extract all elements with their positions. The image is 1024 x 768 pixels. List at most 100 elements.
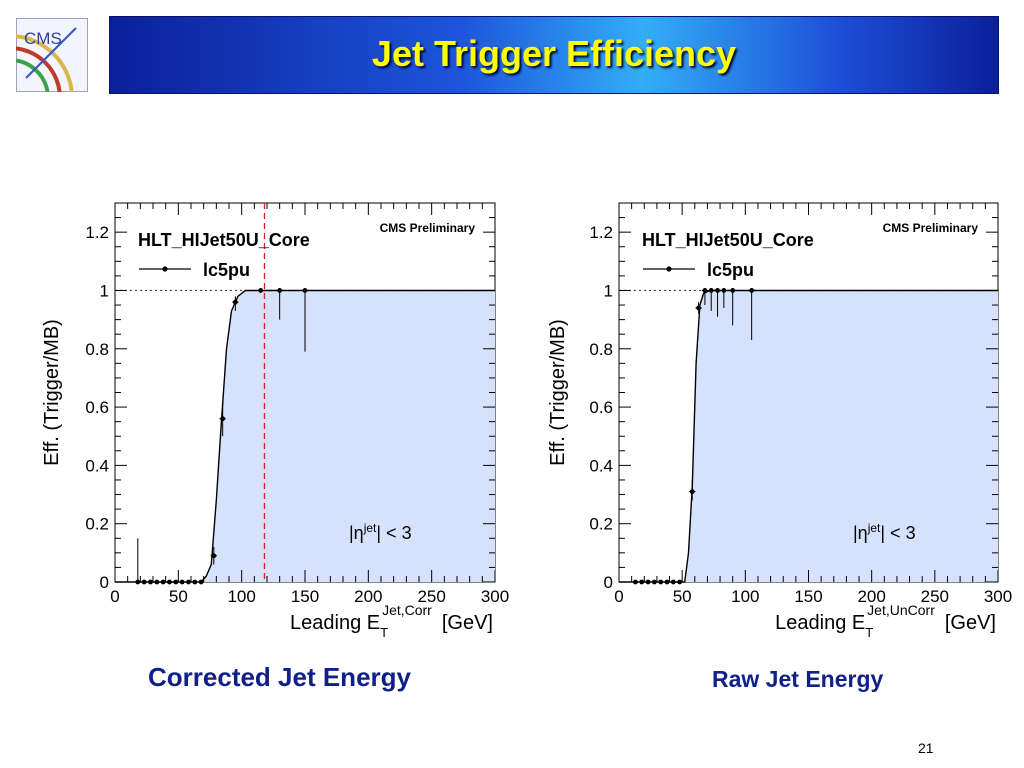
data-point: [689, 479, 696, 501]
x-axis-label-sup: Jet,UnCorr: [867, 602, 935, 618]
y-axis-label: Eff. (Trigger/MB): [547, 319, 569, 466]
data-point: [191, 579, 198, 585]
data-marker: [192, 579, 198, 585]
data-marker: [232, 299, 238, 305]
data-marker: [186, 579, 191, 585]
y-tick-label: 0.6: [589, 398, 613, 417]
x-tick-label: 200: [354, 587, 382, 606]
legend-entry: lc5pu: [707, 260, 754, 280]
data-marker: [664, 579, 670, 585]
x-tick-label: 250: [417, 587, 445, 606]
data-point: [292, 288, 318, 352]
data-marker: [702, 288, 708, 293]
data-marker: [160, 579, 166, 585]
x-axis-label-unit: [GeV]: [945, 612, 996, 634]
data-point: [273, 288, 286, 320]
y-tick-label: 0.8: [85, 340, 109, 359]
y-tick-label: 1: [100, 281, 109, 300]
data-marker: [141, 579, 147, 585]
efficiency-fill-area: [619, 290, 998, 582]
data-marker: [258, 288, 264, 293]
x-tick-label: 300: [481, 587, 509, 606]
legend: lc5pu: [643, 260, 754, 280]
data-marker: [721, 288, 727, 293]
data-marker: [277, 288, 283, 293]
x-tick-label: 150: [794, 587, 822, 606]
data-point: [232, 296, 239, 311]
data-marker: [658, 579, 664, 585]
data-point: [219, 401, 226, 437]
x-tick-label: 0: [614, 587, 623, 606]
eta-region-prefix: |η: [349, 523, 364, 543]
x-axis-label-main: Leading E: [775, 612, 865, 634]
eta-region-sup: jet: [867, 521, 881, 535]
data-marker: [211, 553, 217, 559]
data-point: [714, 288, 721, 317]
data-point: [726, 288, 740, 326]
x-axis-label: Leading ET Jet,Corr [GeV]: [290, 602, 493, 640]
data-point: [178, 579, 186, 585]
slide-title: Jet Trigger Efficiency: [371, 33, 737, 74]
cms-preliminary-label: CMS Preliminary: [380, 221, 476, 235]
x-axis-label-main: Leading E: [290, 612, 380, 634]
cms-preliminary-label: CMS Preliminary: [883, 221, 979, 235]
y-tick-label: 0.4: [85, 456, 109, 475]
x-tick-label: 50: [673, 587, 692, 606]
eta-region-sup: jet: [363, 521, 377, 535]
data-marker: [179, 579, 185, 585]
legend-marker-swatch: [666, 266, 672, 272]
eta-region-label: |ηjet| < 3: [349, 521, 412, 543]
x-tick-label: 150: [291, 587, 319, 606]
data-marker: [633, 579, 638, 585]
x-tick-label: 100: [731, 587, 759, 606]
legend: lc5pu: [139, 260, 250, 280]
data-point: [739, 288, 765, 341]
y-tick-label: 0.4: [589, 456, 613, 475]
y-tick-label: 0.2: [85, 515, 109, 534]
y-tick-label: 1: [604, 281, 613, 300]
efficiency-fill-area: [115, 290, 495, 582]
data-point: [632, 579, 639, 585]
data-marker: [749, 288, 755, 293]
data-point: [248, 288, 274, 293]
y-tick-label: 0: [100, 573, 109, 592]
fit-curve: [115, 289, 495, 583]
chart-title: HLT_HIJet50U_Core: [642, 230, 814, 250]
chart-title: HLT_HIJet50U_Core: [138, 230, 310, 250]
data-point: [153, 579, 160, 585]
x-tick-label: 0: [110, 587, 119, 606]
eta-region-prefix: |η: [853, 523, 868, 543]
legend-marker-swatch: [162, 266, 168, 272]
data-marker: [173, 579, 179, 585]
eta-region-label: |ηjet| < 3: [853, 521, 916, 543]
eta-region-suffix: | < 3: [376, 523, 411, 543]
x-tick-label: 200: [857, 587, 885, 606]
data-marker: [677, 579, 683, 585]
data-point: [670, 579, 677, 585]
x-tick-label: 250: [921, 587, 949, 606]
x-tick-label: 300: [984, 587, 1012, 606]
legend-entry: lc5pu: [203, 260, 250, 280]
x-axis-label-sub: T: [380, 625, 388, 640]
caption-corrected-jet-energy: Corrected Jet Energy: [148, 662, 411, 692]
x-axis-label-sup: Jet,Corr: [382, 602, 432, 618]
eta-region-suffix: | < 3: [880, 523, 915, 543]
x-axis-label-sub: T: [865, 625, 873, 640]
y-tick-label: 0.2: [589, 515, 613, 534]
data-marker: [154, 579, 160, 585]
data-point: [140, 579, 148, 585]
caption-raw-jet-energy: Raw Jet Energy: [712, 666, 884, 692]
data-marker: [302, 288, 308, 293]
efficiency-plot-corrected: 0 50 100 150 200 250 300 0 0.2 0.4 0.6 0.8 1 1.2 Eff. …: [41, 202, 509, 640]
data-marker: [639, 579, 645, 585]
data-marker: [135, 579, 141, 585]
y-tick-label: 0.6: [85, 398, 109, 417]
data-point: [708, 288, 715, 311]
data-marker: [730, 288, 736, 293]
title-bar: Jet Trigger Efficiency: [109, 16, 999, 94]
data-marker: [198, 579, 204, 585]
y-tick-label: 1.2: [85, 223, 109, 242]
efficiency-plot-raw: 0 50 100 150 200 250 300 0 0.2 0.4 0.6 0.8 1 1.2 Eff. …: [547, 202, 1012, 640]
data-marker: [670, 579, 676, 585]
data-marker: [645, 579, 651, 585]
